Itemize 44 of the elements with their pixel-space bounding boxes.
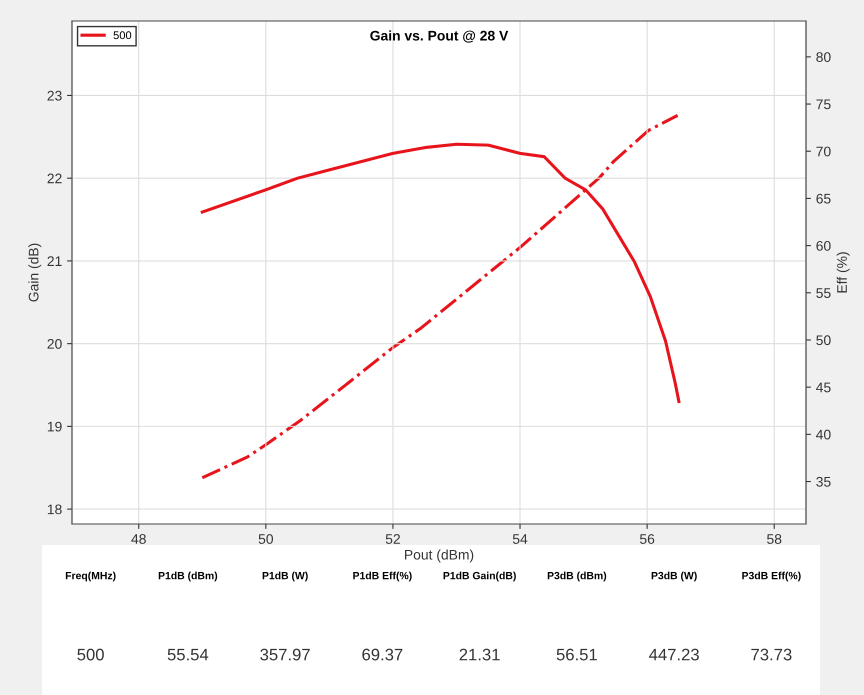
- y2-axis-title: Eff (%): [836, 252, 850, 292]
- text: P1dB (W): [262, 572, 308, 582]
- y2-tick-label: 60: [816, 240, 831, 251]
- text: Freq(MHz): [66, 572, 116, 582]
- y2-tick-label: 65: [816, 194, 831, 204]
- text: P3dB (dBm): [548, 572, 606, 582]
- y2-tick-label: 80: [816, 52, 831, 62]
- text: P3dB Eff(%): [742, 572, 801, 582]
- y-tick-label: 20: [48, 338, 62, 349]
- y-tick-label: 18: [48, 504, 62, 514]
- text: 21.31: [460, 648, 500, 660]
- text: P1dB (dBm): [158, 572, 218, 582]
- text: 55.54: [168, 648, 208, 660]
- y-tick-label: 22: [48, 174, 62, 184]
- text: P1dB Gain(dB): [444, 572, 516, 582]
- text: 56.51: [556, 648, 597, 660]
- x-tick-label: 50: [258, 534, 274, 544]
- text: Gain vs. Pout @ 28 V: [370, 30, 508, 43]
- y2-tick-label: 45: [816, 382, 831, 392]
- text: 69.37: [362, 648, 402, 660]
- y-tick-label: 21: [48, 256, 62, 266]
- y-axis-title: Gain (dB): [28, 244, 42, 302]
- y2-tick-label: 55: [816, 288, 831, 298]
- line-series: [200, 114, 680, 480]
- y2-tick-label: 75: [816, 100, 831, 110]
- y2-tick-label: 50: [816, 335, 831, 346]
- x-axis-title: Pout (dBm): [405, 549, 474, 562]
- text: 357.97: [260, 648, 310, 660]
- text: P3dB (W): [652, 572, 697, 582]
- text: 500: [77, 648, 104, 660]
- x-tick-label: 54: [512, 534, 528, 544]
- y2-tick-label: 70: [816, 146, 831, 156]
- x-tick-label: 52: [386, 534, 400, 544]
- text: 447.23: [649, 648, 699, 660]
- y-tick-label: 19: [48, 422, 62, 432]
- x-tick-label: 48: [131, 534, 146, 544]
- x-tick-label: 56: [640, 534, 654, 544]
- text: 73.73: [751, 648, 792, 660]
- y-tick-label: 23: [48, 90, 62, 101]
- y2-tick-label: 35: [816, 476, 831, 487]
- x-tick-label: 58: [767, 534, 782, 544]
- legend-label: 500: [114, 31, 132, 40]
- y2-tick-label: 40: [816, 430, 831, 440]
- text: P1dB Eff(%): [353, 572, 412, 582]
